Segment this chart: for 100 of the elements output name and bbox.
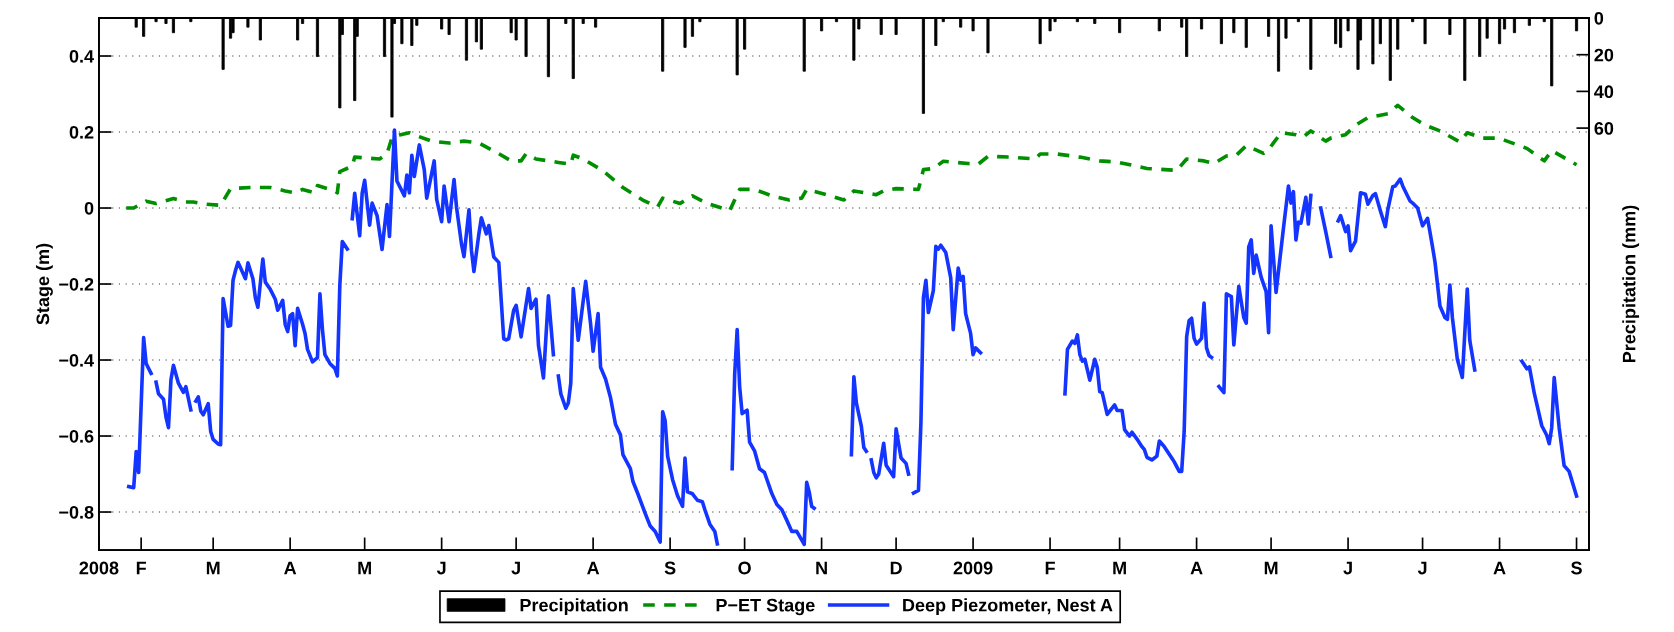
y2-tick-label: 20 [1594,48,1614,62]
bar [246,18,250,28]
y-tick-label: 0.4 [69,49,94,63]
y2-axis-title: Precipitation (mm) [1622,205,1640,363]
x-tick-label: J [511,561,520,575]
bar [440,18,444,30]
legend-label: P−ET Stage [716,598,815,616]
bar [464,18,469,61]
bar [581,18,585,24]
y-tick-label: −0.4 [59,353,94,367]
bar [1542,18,1546,23]
bar [802,18,806,72]
bar [934,18,938,46]
bar [1219,18,1223,45]
bar [154,18,158,23]
bar [698,18,702,23]
x-tick-label: M [1264,561,1278,575]
x-tick-label: A [1190,561,1203,575]
x-tick-label: 2009 [953,561,993,575]
bar [971,18,975,32]
bar [571,18,575,79]
bar [524,18,528,57]
bar [1356,18,1360,70]
bar [1512,18,1516,34]
bar [1396,18,1400,50]
bar [1378,18,1382,45]
bar [1284,18,1288,39]
bar [1346,18,1350,32]
bar [690,18,694,37]
x-tick-label: D [890,561,902,575]
bar [1038,18,1042,45]
bar [1244,18,1248,48]
bar [1423,18,1427,45]
bar [134,18,138,28]
bar [474,18,478,43]
x-tick-label: J [436,561,446,575]
bar [594,18,598,28]
bar [1478,18,1482,57]
y-tick-label: −0.2 [59,277,94,291]
x-tick-label: J [1343,561,1352,575]
bar [1185,18,1189,57]
bar [400,18,404,45]
bar [1232,18,1236,34]
x-tick-label: A [587,561,600,575]
bar [142,18,146,37]
bar [820,18,824,32]
bar [296,18,300,41]
x-tick-label: A [284,561,297,575]
bar [479,18,483,50]
bar [683,18,687,48]
x-tick-label: N [816,561,827,575]
bar [894,18,898,35]
x-tick-label: O [738,561,751,575]
bar [382,18,387,57]
x-tick-label: F [1045,561,1055,575]
bar [1200,18,1204,30]
bar [338,18,342,109]
bar [735,18,739,76]
bar [164,18,168,24]
y2-tick-label: 40 [1594,85,1614,99]
y-tick-label: −0.8 [59,505,94,519]
bar [564,18,568,24]
bar [743,18,747,50]
bar [1575,18,1579,32]
bar [661,18,665,72]
legend-label: Precipitation [520,598,628,616]
x-tick-label: M [358,561,371,575]
bar [1339,18,1343,48]
bar [1093,18,1097,24]
x-tick-label: A [1493,561,1506,575]
bar [189,18,193,23]
line-series [124,103,1579,213]
y-tick-label: −0.6 [59,429,94,443]
bar [1371,18,1375,65]
bar [221,18,225,70]
y2-tick-label: 0 [1594,11,1604,25]
bar [1448,18,1452,35]
bar [546,18,550,78]
x-tick-label: F [136,561,146,575]
bar [1388,18,1392,81]
y-tick-label: 0 [84,201,94,215]
x-tick-label: 2008 [79,561,119,575]
bar [171,18,175,34]
bar [1498,18,1502,45]
bar [1463,18,1467,81]
bar [1157,18,1161,32]
bar [390,18,394,118]
bar [921,18,925,114]
x-tick-label: M [1113,561,1126,575]
bar [879,18,883,35]
y-tick-label: 0.2 [69,125,94,139]
bar [1118,18,1122,34]
bar [258,18,262,41]
x-tick-label: J [1417,561,1427,575]
legend-label: Deep Piezometer, Nest A [903,598,1113,616]
bar [1485,18,1489,39]
y2-tick-label: 60 [1594,122,1614,135]
x-tick-label: S [664,561,676,575]
bar [447,18,451,35]
x-tick-label: M [206,561,220,575]
